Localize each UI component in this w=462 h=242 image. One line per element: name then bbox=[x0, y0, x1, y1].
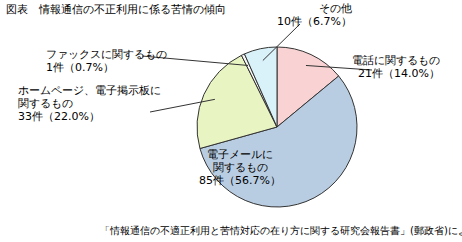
html-text:図表 情報通信の不正利用に係る苦情の傾向: 図表 情報通信の不正利用に係る苦情の傾向 bbox=[6, 3, 226, 16]
svg-text:ホームページ、電子掲示板に関するもの33件（22.0%）: ホームページ、電子掲示板に関するもの33件（22.0%） bbox=[18, 84, 161, 123]
svg-text:電話に関するもの21件（14.0%）: 電話に関するもの21件（14.0%） bbox=[352, 54, 440, 80]
svg-text:ファックスに関するもの1件（0.7%）: ファックスに関するもの1件（0.7%） bbox=[46, 48, 167, 74]
svg-text:電子メールに関するもの85件（56.7%）: 電子メールに関するもの85件（56.7%） bbox=[199, 148, 281, 187]
svg-text:その他10件（6.7%）: その他10件（6.7%） bbox=[277, 2, 352, 28]
